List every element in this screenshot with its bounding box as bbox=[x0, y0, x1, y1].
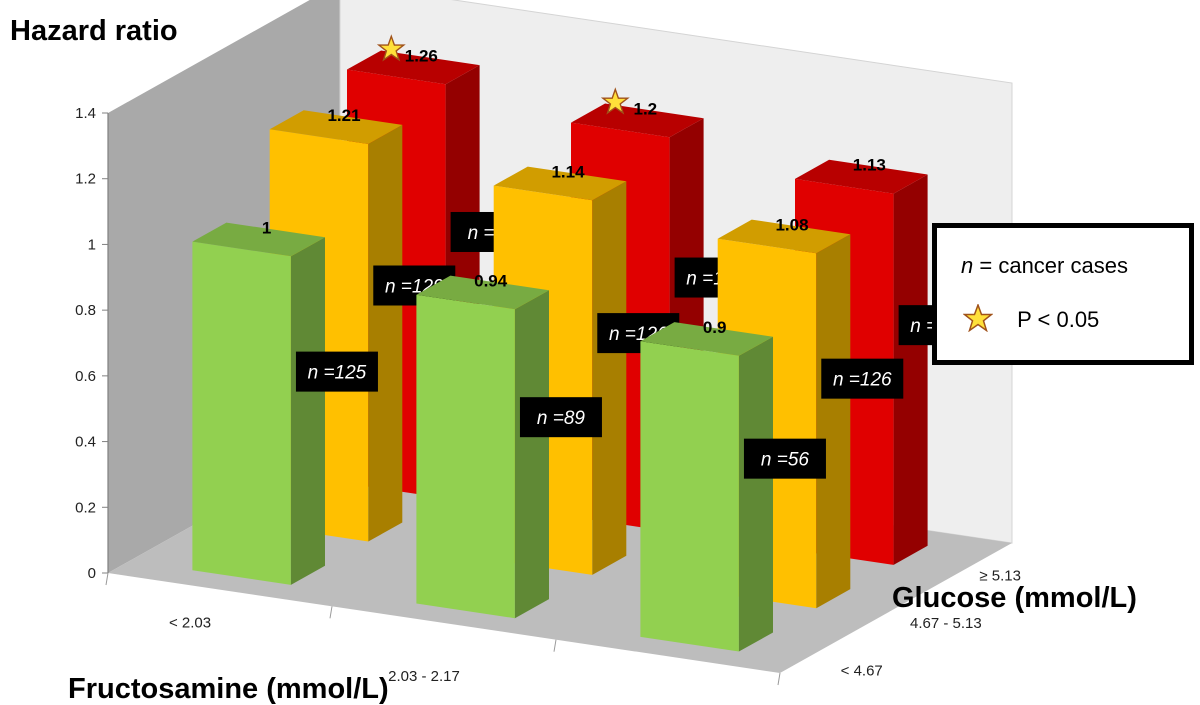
y-axis-title: Hazard ratio bbox=[10, 15, 178, 47]
y-tick-label: 1.2 bbox=[75, 171, 96, 188]
case-count-box bbox=[519, 397, 602, 438]
bar-value-label: 0.9 bbox=[703, 318, 727, 337]
bar-value-label: 1.13 bbox=[853, 156, 886, 175]
z-axis-title: Glucose (mmol/L) bbox=[892, 582, 1137, 614]
bar-side-face bbox=[514, 290, 549, 619]
star-icon bbox=[962, 302, 994, 333]
case-count-label: n =89 bbox=[537, 408, 586, 429]
bar-value-label: 1.26 bbox=[405, 46, 438, 65]
bar-top-face bbox=[795, 159, 928, 194]
legend-cases-label: = cancer cases bbox=[979, 253, 1128, 278]
z-tick-label: < 4.67 bbox=[841, 662, 883, 679]
y-tick-label: 0.4 bbox=[75, 434, 96, 451]
case-count-box bbox=[743, 438, 826, 479]
bar-side-face bbox=[816, 234, 851, 609]
y-tick-label: 1.4 bbox=[75, 105, 96, 122]
bar-value-label: 1.08 bbox=[775, 215, 808, 234]
bar-value-label: 1 bbox=[262, 218, 271, 237]
bar-top-face bbox=[269, 110, 403, 144]
bar-side-face bbox=[290, 237, 325, 585]
bar-top-face bbox=[571, 103, 704, 138]
case-count-box bbox=[821, 358, 904, 399]
x-tick-mark bbox=[105, 572, 109, 586]
case-count-box bbox=[295, 351, 378, 392]
bar-side-face bbox=[738, 336, 773, 652]
chart-axes: 00.20.40.60.811.21.4< 2.032.03 - 2.17≥ 2… bbox=[75, 105, 1021, 686]
bar-side-face bbox=[893, 174, 928, 565]
bar-front-face bbox=[640, 341, 739, 652]
bar-top-face bbox=[640, 322, 773, 356]
y-tick-label: 0.6 bbox=[75, 368, 96, 385]
star-icon bbox=[600, 87, 630, 115]
x-tick-mark bbox=[329, 606, 333, 619]
legend-item-cases: n = cancer cases bbox=[961, 253, 1200, 279]
star-icon bbox=[376, 34, 406, 62]
bar-side-face bbox=[368, 124, 403, 542]
legend-n-symbol: n bbox=[961, 253, 974, 278]
bar-top-face bbox=[416, 275, 549, 310]
bar-front-face bbox=[192, 241, 291, 585]
x-tick-label: < 2.03 bbox=[169, 615, 211, 632]
bar: 1 n =125 bbox=[192, 218, 378, 585]
case-count-label: n =125 bbox=[308, 363, 367, 384]
x-axis-title: Fructosamine (mmol/L) bbox=[68, 673, 389, 705]
bar-value-label: 0.94 bbox=[474, 271, 508, 290]
case-count-label: n =56 bbox=[761, 450, 810, 471]
bar-value-label: 1.21 bbox=[327, 106, 360, 125]
x-tick-mark bbox=[553, 639, 557, 652]
bar-top-face bbox=[347, 50, 480, 85]
bar-value-label: 1.2 bbox=[634, 99, 658, 118]
x-tick-mark bbox=[777, 672, 781, 686]
legend-significance-label: P < 0.05 bbox=[1017, 307, 1100, 332]
z-tick-label: 4.67 - 5.13 bbox=[910, 615, 982, 632]
y-tick-label: 0.8 bbox=[75, 302, 96, 319]
y-tick-label: 1 bbox=[88, 236, 96, 253]
x-tick-label: 2.03 - 2.17 bbox=[388, 668, 460, 685]
legend: n = cancer cases P < 0.05 bbox=[932, 223, 1194, 365]
y-tick-label: 0 bbox=[88, 565, 96, 582]
bar-front-face bbox=[416, 294, 515, 619]
bar: 0.94 n =89 bbox=[416, 271, 602, 619]
bar-top-face bbox=[493, 166, 627, 201]
y-tick-label: 0.2 bbox=[75, 499, 96, 516]
bar: 0.9 n =56 bbox=[640, 318, 826, 652]
legend-item-significance: P < 0.05 bbox=[962, 302, 1200, 333]
z-tick-label: ≥ 5.13 bbox=[979, 568, 1021, 585]
bar-top-face bbox=[192, 222, 325, 257]
bar-top-face bbox=[717, 219, 851, 254]
bar-side-face bbox=[592, 181, 627, 575]
bar-value-label: 1.14 bbox=[551, 162, 585, 181]
case-count-label: n =126 bbox=[833, 370, 892, 391]
